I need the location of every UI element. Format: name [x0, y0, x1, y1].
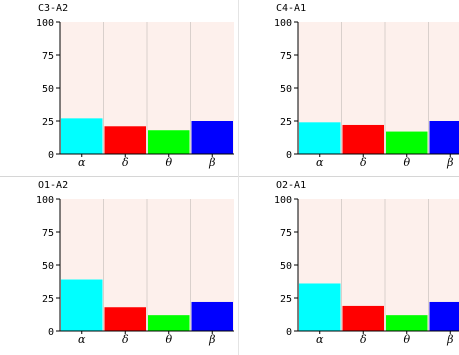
x-tick-label: β [208, 156, 215, 169]
y-tick-label: 100 [274, 195, 292, 206]
y-tick-label: 75 [280, 228, 292, 239]
y-tick-label: 25 [42, 294, 54, 305]
bar-1 [299, 122, 341, 154]
bar-3 [386, 131, 428, 154]
chart-0: C3-A2 0 25 50 75 100 α δ θ β [36, 3, 234, 169]
bar-2 [104, 307, 146, 331]
x-tick-label: δ [122, 333, 129, 346]
y-tick-label: 75 [42, 228, 54, 239]
bar-3 [148, 130, 190, 154]
y-tick-label: 100 [36, 18, 54, 29]
panel-divider-horizontal [0, 176, 459, 177]
x-tick-label: θ [165, 156, 172, 169]
chart-3: O2-A1 0 25 50 75 100 α δ θ β [274, 180, 459, 346]
x-tick-label: θ [403, 333, 410, 346]
y-tick-label: 100 [274, 18, 292, 29]
x-tick-label: α [78, 333, 86, 346]
x-tick-label: α [316, 333, 324, 346]
chart-1: C4-A1 0 25 50 75 100 α δ θ β [274, 3, 459, 169]
chart-title: O1-A2 [38, 180, 68, 191]
bar-3 [148, 315, 190, 331]
y-tick-label: 25 [280, 294, 292, 305]
x-tick-label: δ [360, 156, 367, 169]
panel-divider-vertical [238, 0, 239, 355]
bar-1 [299, 283, 341, 331]
x-tick-label: α [316, 156, 324, 169]
x-tick-label: α [78, 156, 86, 169]
bar-4 [191, 301, 233, 331]
y-tick-label: 50 [280, 84, 292, 95]
y-tick-label: 25 [42, 117, 54, 128]
x-tick-label: δ [360, 333, 367, 346]
bar-4 [191, 121, 233, 154]
y-tick-label: 75 [280, 51, 292, 62]
bar-2 [342, 305, 384, 331]
bar-3 [386, 315, 428, 331]
x-tick-label: β [446, 156, 453, 169]
y-tick-label: 0 [286, 327, 292, 338]
x-tick-label: β [208, 333, 215, 346]
y-tick-label: 0 [48, 150, 54, 161]
y-tick-label: 100 [36, 195, 54, 206]
x-tick-label: δ [122, 156, 129, 169]
x-tick-label: θ [165, 333, 172, 346]
bar-1 [61, 279, 103, 331]
y-tick-label: 50 [42, 261, 54, 272]
chart-2: O1-A2 0 25 50 75 100 α δ θ β [36, 180, 234, 346]
y-tick-label: 25 [280, 117, 292, 128]
x-tick-label: θ [403, 156, 410, 169]
y-tick-label: 50 [42, 84, 54, 95]
bar-2 [342, 124, 384, 154]
x-tick-label: β [446, 333, 453, 346]
y-tick-label: 50 [280, 261, 292, 272]
chart-title: C4-A1 [276, 3, 306, 14]
bar-4 [429, 301, 459, 331]
bar-1 [61, 118, 103, 154]
chart-title: C3-A2 [38, 3, 68, 14]
y-tick-label: 75 [42, 51, 54, 62]
bar-2 [104, 126, 146, 154]
y-tick-label: 0 [48, 327, 54, 338]
chart-title: O2-A1 [276, 180, 306, 191]
bar-4 [429, 121, 459, 154]
y-tick-label: 0 [286, 150, 292, 161]
